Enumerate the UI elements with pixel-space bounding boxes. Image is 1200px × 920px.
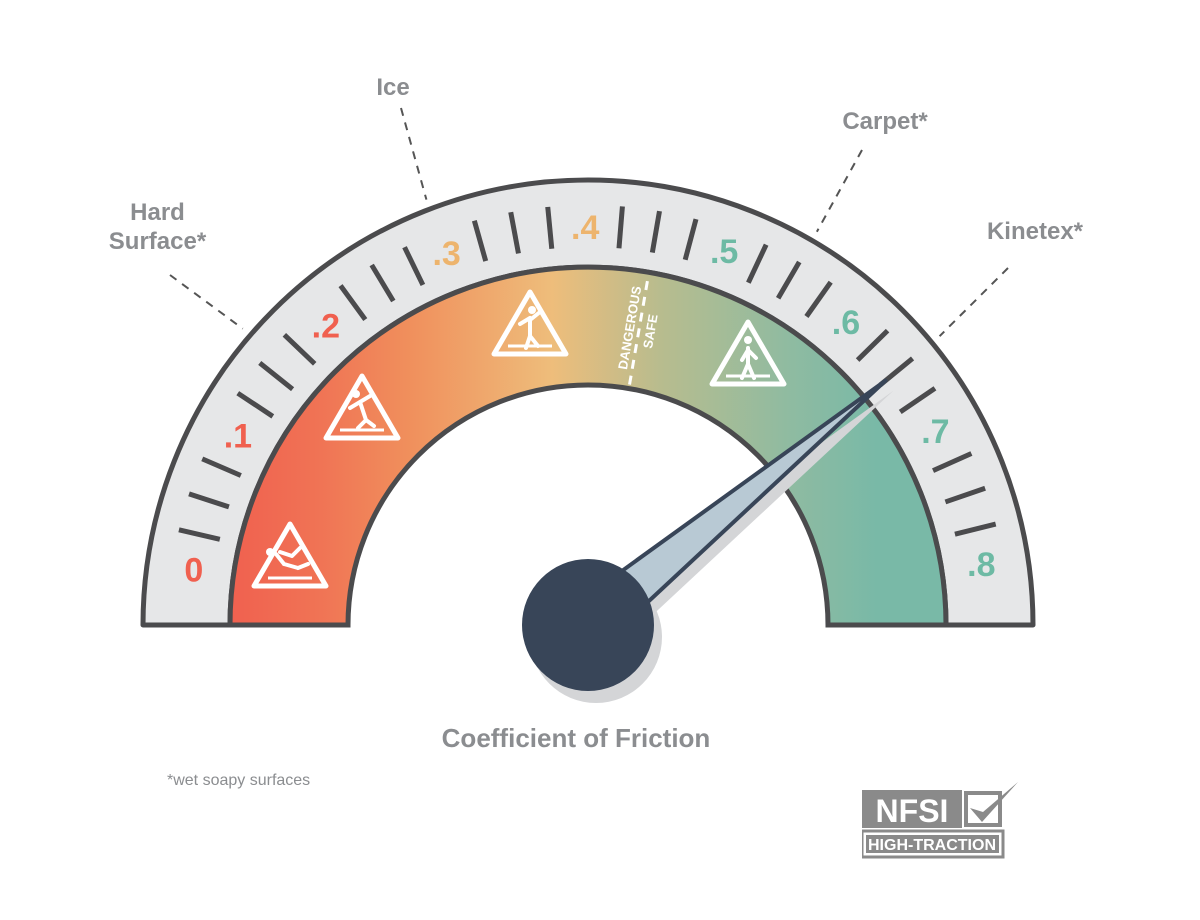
surface-label-carpet: Carpet* bbox=[842, 108, 928, 135]
tick-mark bbox=[649, 210, 662, 253]
surface-label-line: Hard bbox=[130, 199, 185, 226]
gauge-ticks bbox=[178, 206, 997, 542]
tick-label: .3 bbox=[432, 235, 460, 273]
tick-label: 0 bbox=[184, 552, 203, 590]
person-figure bbox=[518, 310, 542, 350]
warning-triangle bbox=[709, 319, 787, 387]
threshold-dashed-line bbox=[628, 275, 650, 385]
tick-label: .7 bbox=[921, 413, 949, 451]
tick-label: .4 bbox=[571, 209, 599, 247]
tick-label: .8 bbox=[967, 546, 995, 584]
tick-mark bbox=[746, 243, 769, 284]
tick-mark bbox=[545, 206, 555, 249]
warning-icons bbox=[251, 289, 787, 589]
warning-triangle bbox=[323, 373, 401, 441]
person-head bbox=[352, 390, 360, 398]
tick-mark bbox=[508, 211, 521, 254]
tick-label: .1 bbox=[224, 418, 252, 456]
gauge-needle bbox=[522, 378, 894, 703]
logo-bottom-text: HIGH-TRACTION bbox=[868, 837, 996, 854]
safe-label: SAFE bbox=[640, 313, 661, 350]
tick-label: .5 bbox=[710, 233, 738, 271]
surface-leader-lines bbox=[169, 107, 1009, 337]
slipping-person-warning-icon bbox=[323, 373, 401, 441]
leader-line-hard-surface bbox=[169, 274, 244, 330]
person-head bbox=[744, 336, 752, 344]
tick-mark bbox=[898, 386, 937, 415]
tick-mark bbox=[258, 361, 295, 392]
checkmark-icon bbox=[970, 782, 1018, 822]
needle-hub bbox=[522, 559, 654, 691]
tick-mark bbox=[338, 284, 368, 322]
surface-label-hard-surface: Hard Surface* bbox=[90, 198, 225, 256]
tick-mark bbox=[201, 456, 242, 478]
tick-mark bbox=[932, 451, 973, 473]
tick-mark bbox=[282, 333, 317, 366]
tick-label: .2 bbox=[312, 308, 340, 346]
leader-line-carpet bbox=[815, 149, 863, 233]
tick-mark bbox=[178, 527, 221, 542]
person-head bbox=[528, 306, 536, 314]
tick-mark bbox=[402, 246, 426, 287]
tick-mark bbox=[616, 206, 625, 249]
surface-label-kinetex: Kinetex* bbox=[986, 218, 1084, 245]
logo-top-text: NFSI bbox=[876, 793, 949, 829]
tick-label: .6 bbox=[832, 304, 860, 342]
tick-mark bbox=[775, 260, 802, 300]
person-head bbox=[266, 548, 274, 556]
person-figure bbox=[274, 546, 310, 570]
tick-mark bbox=[804, 280, 833, 318]
tick-mark bbox=[236, 391, 275, 419]
nfsi-high-traction-logo: NFSI HIGH-TRACTION bbox=[862, 782, 1018, 859]
tick-mark bbox=[944, 485, 986, 505]
person-figure bbox=[740, 346, 758, 380]
surface-label-line: Surface* bbox=[108, 228, 207, 255]
person-figure bbox=[348, 394, 376, 430]
tick-mark bbox=[682, 218, 699, 261]
leader-line-kinetex bbox=[938, 267, 1009, 337]
tick-mark bbox=[954, 521, 997, 537]
leader-line-ice bbox=[400, 107, 428, 200]
unbalanced-person-warning-icon bbox=[491, 289, 569, 357]
tick-mark bbox=[369, 263, 396, 303]
fallen-person-warning-icon bbox=[251, 521, 329, 589]
tick-mark bbox=[471, 219, 489, 262]
gauge-tick-labels: 0 .1 .2 .3 .4 .5 .6 .7 .8 bbox=[184, 209, 995, 590]
surface-label-ice: Ice bbox=[376, 74, 410, 101]
footnote: *wet soapy surfaces bbox=[167, 772, 311, 789]
walking-person-warning-icon bbox=[709, 319, 787, 387]
tick-mark bbox=[855, 328, 890, 362]
warning-triangle bbox=[491, 289, 569, 357]
tick-mark bbox=[188, 491, 230, 510]
axis-title: Coefficient of Friction bbox=[441, 723, 711, 753]
